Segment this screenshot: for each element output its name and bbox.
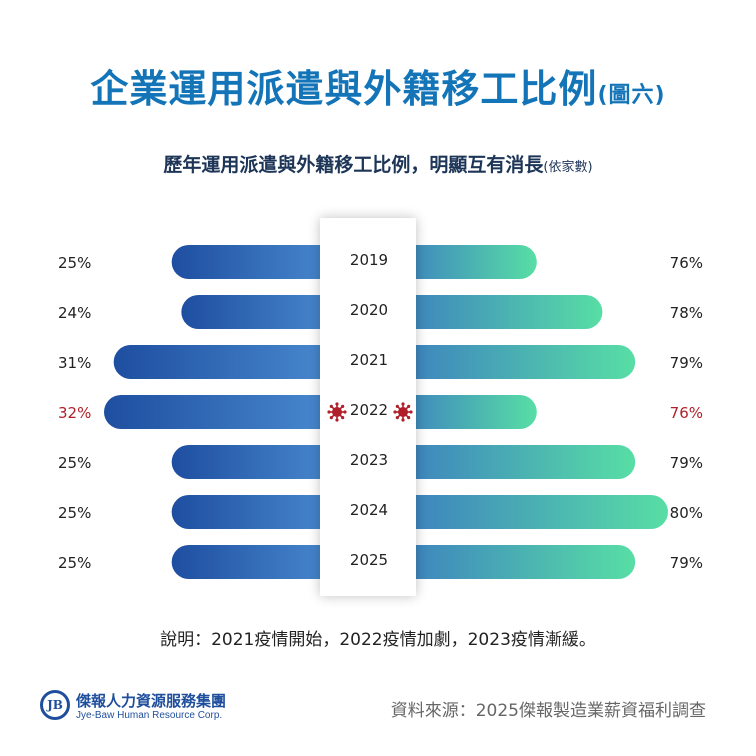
right-value-label: 76% bbox=[670, 254, 703, 272]
logo-name-en: Jye-Baw Human Resource Corp. bbox=[76, 710, 223, 721]
left-bar-2020 bbox=[181, 295, 340, 329]
left-value-label: 25% bbox=[58, 254, 91, 272]
right-bar-2024 bbox=[396, 495, 668, 529]
right-bar-2022 bbox=[396, 395, 537, 429]
year-label: 2023 bbox=[350, 451, 388, 469]
left-value-label: 25% bbox=[58, 504, 91, 522]
right-value-label: 79% bbox=[670, 554, 703, 572]
year-label: 2024 bbox=[350, 501, 388, 519]
left-bar-2021 bbox=[113, 345, 341, 379]
right-value-label: 76% bbox=[670, 404, 703, 422]
left-bar-2024 bbox=[171, 495, 340, 529]
right-value-label: 79% bbox=[670, 354, 703, 372]
right-bar-2020 bbox=[396, 295, 603, 329]
labels-layer: 25% 76% 2019 24% 78% 2020 31% 79% 2021 32% 76% 2022… bbox=[58, 251, 703, 572]
year-label: 2019 bbox=[350, 251, 388, 269]
left-value-label: 31% bbox=[58, 354, 91, 372]
source-note: 資料來源：2025傑報製造業薪資福利調查 bbox=[390, 701, 706, 721]
subtitle-text: 歷年運用派遣與外籍移工比例，明顯互有消長 bbox=[163, 154, 544, 176]
chart-subtitle: 歷年運用派遣與外籍移工比例，明顯互有消長(依家數) bbox=[0, 150, 756, 177]
right-value-label: 78% bbox=[670, 304, 703, 322]
year-panel bbox=[320, 218, 416, 596]
logo-mark: JB bbox=[40, 690, 70, 720]
bars-layer bbox=[104, 245, 668, 579]
left-value-label: 24% bbox=[58, 304, 91, 322]
page-title: 企業運用派遣與外籍移工比例(圖六) bbox=[0, 58, 756, 113]
subtitle-unit: (依家數) bbox=[543, 160, 593, 175]
left-bar-2023 bbox=[171, 445, 340, 479]
year-label: 2025 bbox=[350, 551, 388, 569]
right-bar-2023 bbox=[396, 445, 636, 479]
year-label: 2022 bbox=[350, 401, 388, 419]
title-suffix: (圖六) bbox=[597, 83, 666, 108]
left-bar-2022 bbox=[104, 395, 340, 429]
chart-note: 說明：2021疫情開始，2022疫情加劇，2023疫情漸緩。 bbox=[160, 630, 596, 650]
year-label: 2021 bbox=[350, 351, 388, 369]
right-value-label: 80% bbox=[670, 504, 703, 522]
left-value-label: 32% bbox=[58, 404, 91, 422]
left-bar-2019 bbox=[171, 245, 340, 279]
year-label: 2020 bbox=[350, 301, 388, 319]
right-value-label: 79% bbox=[670, 454, 703, 472]
virus-icon bbox=[327, 402, 347, 422]
virus-icon bbox=[393, 402, 413, 422]
left-value-label: 25% bbox=[58, 554, 91, 572]
title-main: 企業運用派遣與外籍移工比例 bbox=[90, 67, 598, 111]
left-bar-2025 bbox=[171, 545, 340, 579]
right-bar-2025 bbox=[396, 545, 636, 579]
right-bar-2021 bbox=[396, 345, 636, 379]
right-bar-2019 bbox=[396, 245, 537, 279]
logo-name-cn: 傑報人力資源服務集團 bbox=[76, 692, 227, 710]
left-value-label: 25% bbox=[58, 454, 91, 472]
